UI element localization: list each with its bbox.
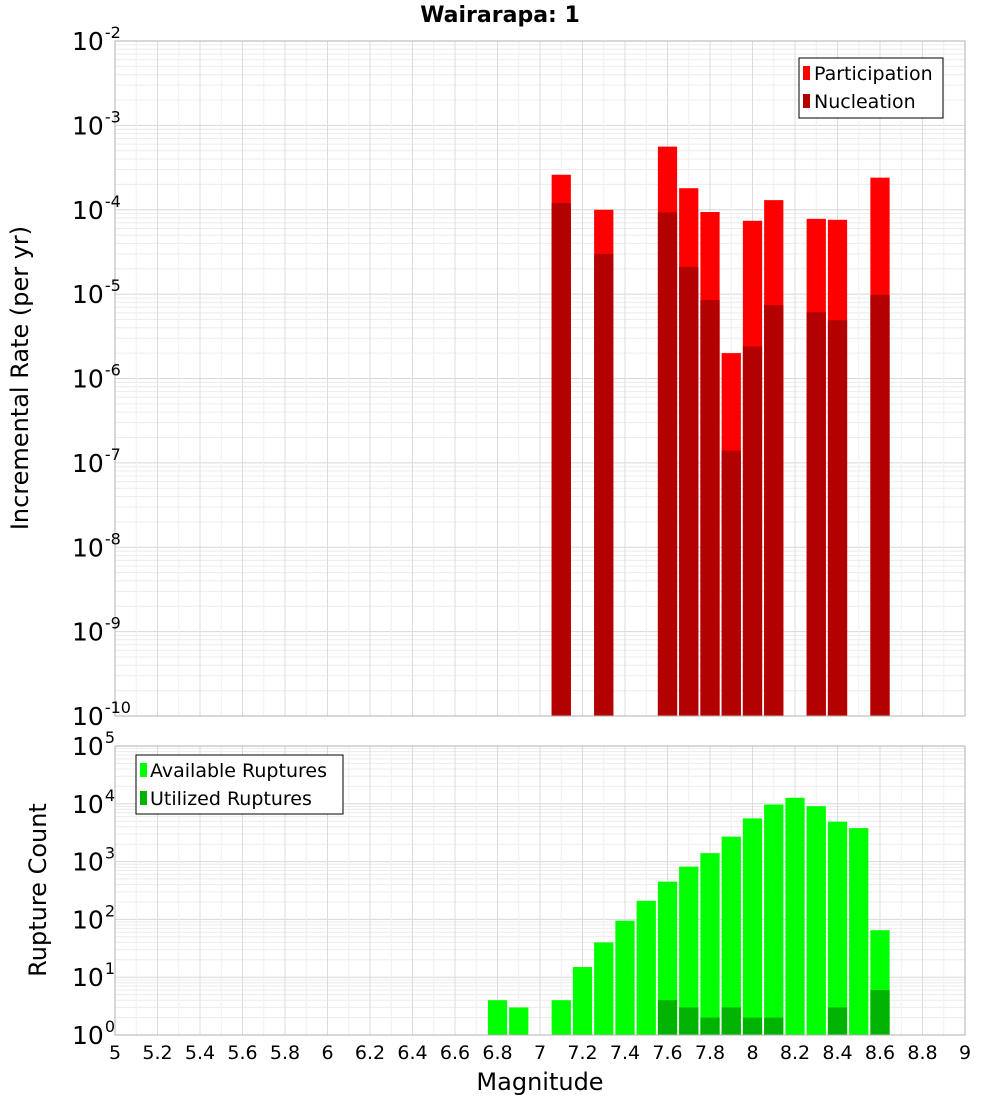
- x-tick-label: 7.2: [567, 1042, 597, 1064]
- rate-panel: 10-10 10-9 10-8 10-7 10-6 10-5 10-4 10-3 10-2 In…: [6, 23, 966, 731]
- x-axis-label: Magnitude: [476, 1068, 603, 1096]
- legend-label-available: Available Ruptures: [150, 760, 327, 782]
- x-tick-label: 5.2: [142, 1042, 172, 1064]
- x-tick-label: 6: [321, 1042, 333, 1064]
- bar-available: [700, 853, 720, 1035]
- x-tick-label: 8.6: [865, 1042, 895, 1064]
- bar-nucleation: [827, 320, 848, 716]
- legend-label-utilized: Utilized Ruptures: [150, 788, 312, 810]
- bar-available: [721, 836, 741, 1035]
- x-tick-label: 6.2: [355, 1042, 385, 1064]
- chart-title: Wairarapa: 1: [420, 3, 580, 28]
- x-tick-label: 6.4: [397, 1042, 427, 1064]
- y-tick-label: 10-5: [72, 276, 121, 309]
- bar-nucleation: [742, 346, 763, 716]
- rate-y-axis-label: Incremental Rate (per yr): [6, 226, 34, 530]
- bar-available: [742, 818, 763, 1035]
- x-tick-label: 8.2: [780, 1042, 810, 1064]
- bar-utilized: [764, 1017, 784, 1035]
- bar-nucleation: [806, 312, 826, 716]
- legend-label-participation: Participation: [814, 63, 933, 85]
- bar-utilized: [679, 1007, 699, 1035]
- rate-bars: [551, 146, 890, 717]
- bar-nucleation: [700, 300, 720, 716]
- x-tick-label: 5.6: [227, 1042, 257, 1064]
- x-tick-label: 7.6: [652, 1042, 682, 1064]
- x-tick-label: 8.4: [822, 1042, 852, 1064]
- count-legend-box: [135, 754, 344, 815]
- y-tick-label: 101: [72, 959, 115, 992]
- legend-swatch-utilized: [140, 791, 147, 805]
- bar-nucleation: [870, 294, 890, 716]
- bar-available: [615, 920, 635, 1035]
- y-tick-label: 10-3: [72, 107, 121, 140]
- y-tick-label: 102: [72, 901, 115, 934]
- bar-nucleation: [679, 266, 699, 716]
- bar-available: [849, 828, 869, 1035]
- legend-swatch-nucleation: [803, 94, 810, 108]
- x-tick-label: 5.8: [270, 1042, 300, 1064]
- bar-available: [487, 1000, 508, 1035]
- x-tick-label: 8: [746, 1042, 758, 1064]
- bar-available: [785, 797, 805, 1035]
- y-tick-label: 104: [72, 786, 115, 819]
- count-y-ticks: 100 101 102 103 104 105: [72, 728, 115, 1050]
- bar-nucleation: [551, 203, 571, 716]
- bar-utilized: [827, 1007, 848, 1035]
- bar-nucleation: [657, 212, 678, 717]
- x-tick-label: 5.4: [185, 1042, 215, 1064]
- y-tick-label: 103: [72, 844, 115, 877]
- y-tick-label: 105: [72, 728, 115, 761]
- bar-available: [594, 942, 614, 1035]
- x-tick-label: 7: [534, 1042, 546, 1064]
- count-legend: Available Ruptures Utilized Ruptures: [135, 754, 344, 815]
- bar-available: [509, 1007, 529, 1035]
- bar-available: [764, 804, 784, 1035]
- count-plot-frame: [114, 745, 966, 1036]
- bar-utilized: [742, 1017, 763, 1035]
- y-tick-label: 10-7: [72, 445, 121, 478]
- bar-utilized: [700, 1017, 720, 1035]
- y-tick-label: 10-10: [72, 698, 131, 731]
- rate-legend-box: [798, 57, 944, 119]
- bar-available: [551, 1000, 571, 1035]
- x-tick-label: 8.8: [907, 1042, 937, 1064]
- bar-nucleation: [721, 450, 741, 716]
- bar-utilized: [870, 990, 890, 1035]
- bar-nucleation: [764, 305, 784, 716]
- count-bars: [487, 797, 890, 1035]
- y-tick-label: 10-4: [72, 192, 121, 225]
- x-tick-label: 7.8: [695, 1042, 725, 1064]
- count-panel: 100 101 102 103 104 105 5 5.2 5.4 5.6 5.8 6 6.2 6.4 6…: [24, 728, 971, 1096]
- bar-available: [806, 806, 826, 1035]
- bar-available: [657, 881, 678, 1035]
- legend-swatch-available: [140, 763, 147, 777]
- bar-nucleation: [594, 253, 614, 716]
- y-tick-label: 10-8: [72, 529, 121, 562]
- x-tick-label: 5: [109, 1042, 121, 1064]
- rate-plot-frame: [114, 40, 966, 717]
- y-tick-label: 10-6: [72, 361, 121, 394]
- count-y-axis-label: Rupture Count: [24, 803, 52, 977]
- legend-label-nucleation: Nucleation: [814, 91, 916, 113]
- bar-available: [679, 866, 699, 1035]
- x-tick-label: 7.4: [610, 1042, 640, 1064]
- legend-swatch-participation: [803, 66, 810, 80]
- y-tick-label: 10-2: [72, 23, 121, 56]
- bar-utilized: [657, 1000, 678, 1035]
- bar-available: [572, 967, 593, 1035]
- bar-utilized: [721, 1007, 741, 1035]
- rate-y-ticks: 10-10 10-9 10-8 10-7 10-6 10-5 10-4 10-3 10-2: [72, 23, 131, 731]
- count-x-ticks: 5 5.2 5.4 5.6 5.8 6 6.2 6.4 6.6 6.8 7 7.2 7.4 7.6 7.8 8…: [109, 1042, 971, 1064]
- bar-available: [827, 821, 848, 1035]
- rate-legend: Participation Nucleation: [798, 57, 944, 119]
- y-tick-label: 10-9: [72, 614, 121, 647]
- x-tick-label: 9: [959, 1042, 971, 1064]
- x-tick-label: 6.6: [440, 1042, 470, 1064]
- y-tick-label: 100: [72, 1017, 115, 1050]
- bar-available: [636, 900, 656, 1035]
- x-tick-label: 6.8: [482, 1042, 512, 1064]
